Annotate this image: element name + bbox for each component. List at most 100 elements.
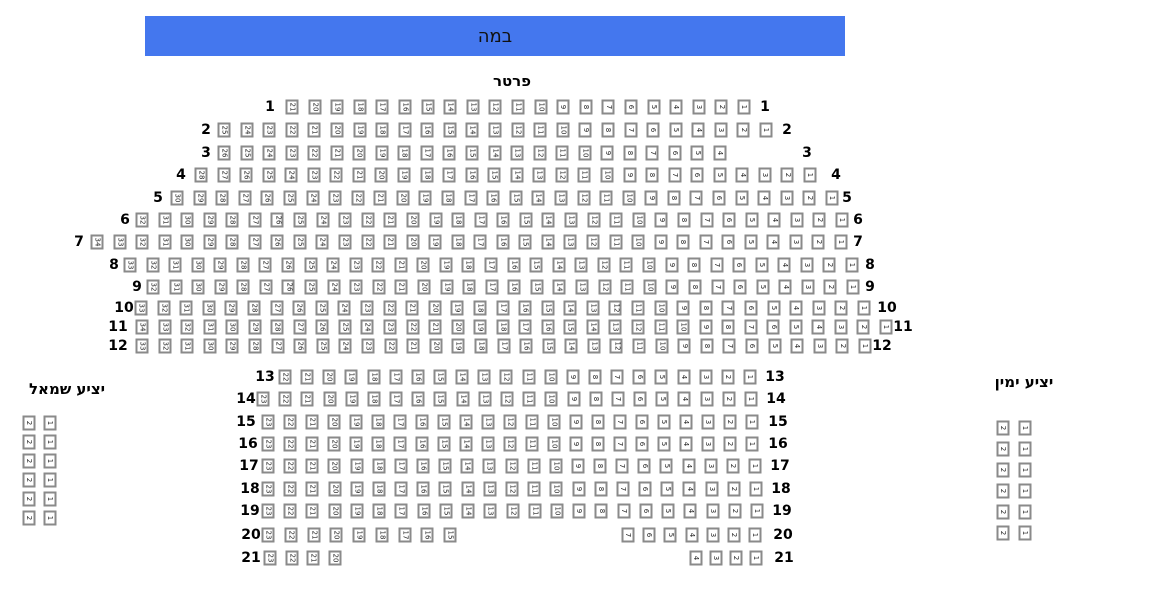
seat[interactable]: 11 <box>631 300 645 316</box>
seat[interactable]: 15 <box>518 234 532 250</box>
seat[interactable]: 9 <box>556 99 570 115</box>
seat[interactable]: 32 <box>135 234 149 250</box>
seat[interactable]: 6 <box>635 436 649 452</box>
seat[interactable]: 11 <box>527 481 541 497</box>
seat[interactable]: 1 <box>1018 462 1032 478</box>
seat[interactable]: 9 <box>676 300 690 316</box>
seat[interactable]: 9 <box>654 212 668 228</box>
seat[interactable]: 26 <box>270 234 284 250</box>
seat[interactable]: 22 <box>278 369 292 385</box>
seat[interactable]: 19 <box>330 99 344 115</box>
seat[interactable]: 30 <box>180 234 194 250</box>
seat[interactable]: 7 <box>611 391 625 407</box>
seat[interactable]: 19 <box>418 190 432 206</box>
seat[interactable]: 8 <box>700 338 714 354</box>
seat[interactable]: 12 <box>506 503 519 519</box>
seat[interactable]: 21 <box>300 369 314 385</box>
seat[interactable]: 10 <box>549 481 563 497</box>
seat[interactable]: 21 <box>394 257 408 273</box>
seat[interactable]: 21 <box>306 550 320 566</box>
seat[interactable]: 9 <box>567 391 581 407</box>
seat[interactable]: 16 <box>442 145 456 161</box>
seat[interactable]: 2 <box>714 99 728 115</box>
seat[interactable]: 13 <box>488 122 502 138</box>
seat[interactable]: 2 <box>802 190 816 206</box>
seat[interactable]: 10 <box>544 369 558 385</box>
seat[interactable]: 17 <box>398 122 412 138</box>
seat[interactable]: 2 <box>996 441 1010 457</box>
seat[interactable]: 18 <box>372 458 386 474</box>
seat[interactable]: 24 <box>306 190 320 206</box>
seat[interactable]: 27 <box>238 190 252 206</box>
seat[interactable]: 29 <box>224 300 238 316</box>
seat[interactable]: 5 <box>713 167 727 183</box>
seat[interactable]: 16 <box>507 257 521 273</box>
seat[interactable]: 8 <box>588 369 602 385</box>
seat[interactable]: 33 <box>134 300 148 316</box>
seat[interactable]: 32 <box>135 212 149 228</box>
seat[interactable]: 14 <box>564 338 578 354</box>
seat[interactable]: 18 <box>462 279 476 295</box>
seat[interactable]: 1 <box>1018 483 1032 499</box>
seat[interactable]: 3 <box>800 257 814 273</box>
seat[interactable]: 25 <box>304 279 318 295</box>
seat[interactable]: 21 <box>300 391 314 407</box>
seat[interactable]: 1 <box>1018 525 1032 541</box>
seat[interactable]: 17 <box>394 458 408 474</box>
seat[interactable]: 1 <box>43 491 57 507</box>
seat[interactable]: 4 <box>811 319 825 335</box>
seat[interactable]: 10 <box>534 99 548 115</box>
seat[interactable]: 2 <box>22 472 36 488</box>
seat[interactable]: 12 <box>609 338 623 354</box>
seat[interactable]: 6 <box>766 319 780 335</box>
seat[interactable]: 12 <box>499 369 513 385</box>
seat[interactable]: 15 <box>530 279 544 295</box>
seat[interactable]: 3 <box>813 338 827 354</box>
seat[interactable]: 18 <box>397 145 411 161</box>
seat[interactable]: 12 <box>500 391 514 407</box>
seat[interactable]: 2 <box>22 510 36 526</box>
seat[interactable]: 12 <box>598 279 612 295</box>
seat[interactable]: 13 <box>481 436 495 452</box>
seat[interactable]: 10 <box>642 257 656 273</box>
seat[interactable]: 6 <box>624 99 638 115</box>
seat[interactable]: 2 <box>996 483 1010 499</box>
seat[interactable]: 3 <box>714 122 728 138</box>
seat[interactable]: 24 <box>240 122 254 138</box>
seat[interactable]: 1 <box>43 472 57 488</box>
seat[interactable]: 22 <box>329 167 343 183</box>
seat[interactable]: 11 <box>525 414 539 430</box>
seat[interactable]: 13 <box>478 391 492 407</box>
seat[interactable]: 8 <box>721 319 735 335</box>
seat[interactable]: 23 <box>338 234 352 250</box>
seat[interactable]: 23 <box>349 279 363 295</box>
seat[interactable]: 28 <box>236 279 250 295</box>
seat[interactable]: 15 <box>443 122 457 138</box>
seat[interactable]: 16 <box>411 369 425 385</box>
seat[interactable]: 4 <box>683 503 697 519</box>
seat[interactable]: 21 <box>305 414 319 430</box>
seat[interactable]: 24 <box>284 167 298 183</box>
seat[interactable]: 15 <box>433 391 447 407</box>
seat[interactable]: 4 <box>757 190 771 206</box>
seat[interactable]: 20 <box>396 190 410 206</box>
seat[interactable]: 14 <box>586 319 600 335</box>
seat[interactable]: 1 <box>803 167 817 183</box>
seat[interactable]: 12 <box>511 122 525 138</box>
seat[interactable]: 28 <box>215 190 229 206</box>
seat[interactable]: 22 <box>283 503 297 519</box>
seat[interactable]: 20 <box>429 338 443 354</box>
seat[interactable]: 1 <box>845 257 859 273</box>
seat[interactable]: 9 <box>665 257 678 273</box>
seat[interactable]: 19 <box>450 300 464 316</box>
seat[interactable]: 7 <box>616 481 630 497</box>
seat[interactable]: 22 <box>351 190 365 206</box>
seat[interactable]: 11 <box>599 190 613 206</box>
seat[interactable]: 28 <box>194 167 208 183</box>
seat[interactable]: 11 <box>619 257 633 273</box>
seat[interactable]: 31 <box>180 338 194 354</box>
seat[interactable]: 13 <box>554 190 568 206</box>
seat[interactable]: 17 <box>473 234 487 250</box>
seat[interactable]: 5 <box>745 212 759 228</box>
seat[interactable]: 7 <box>711 279 725 295</box>
